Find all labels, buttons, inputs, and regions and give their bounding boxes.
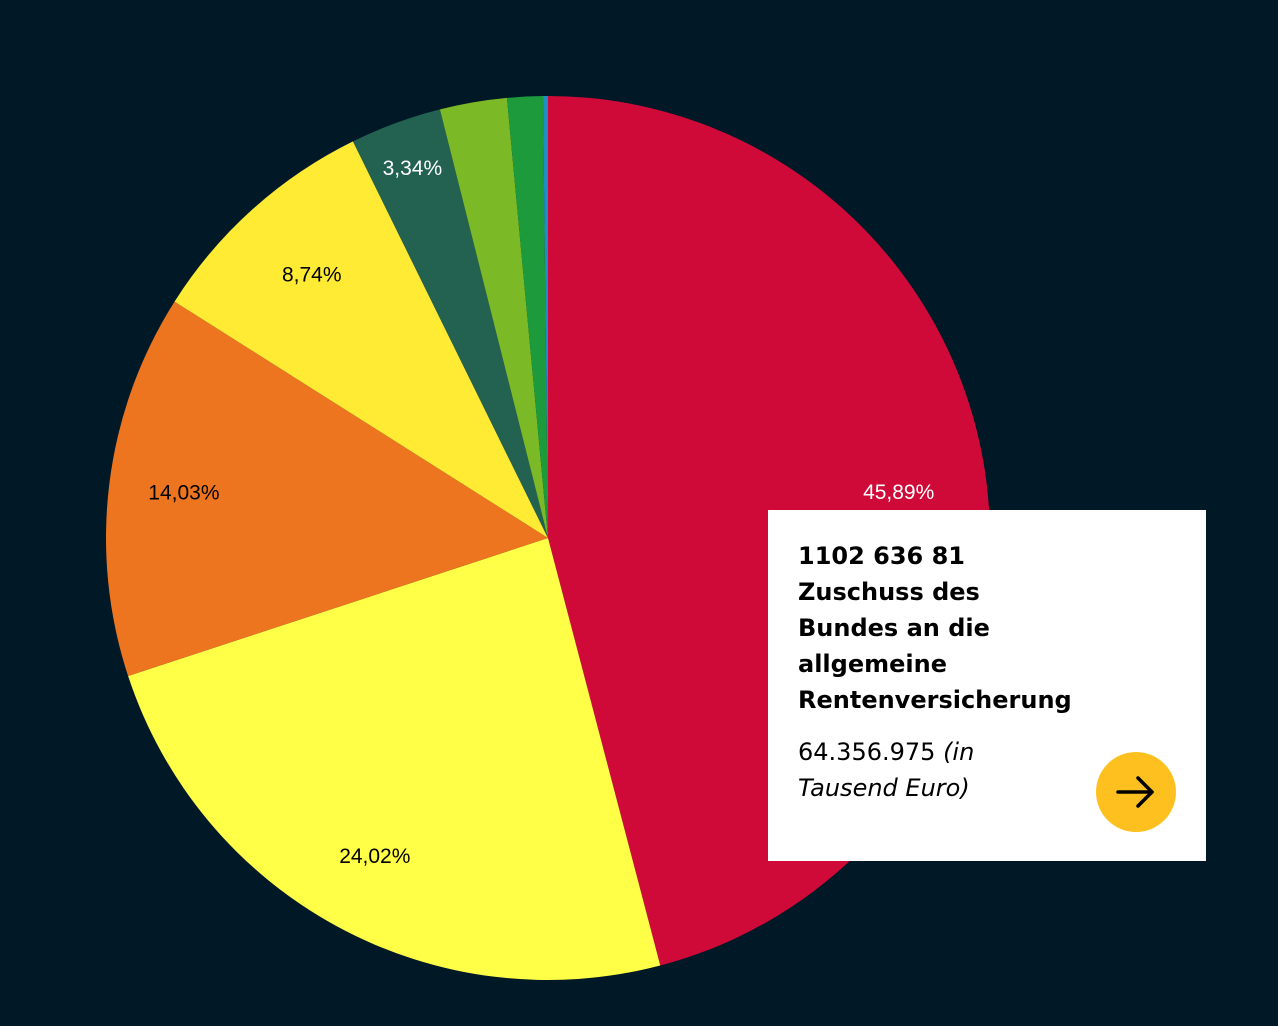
tooltip-title: 1102 636 81 Zuschuss des Bundes an die a… (798, 538, 1168, 718)
slice-label: 8,74% (282, 263, 342, 286)
pie-slice[interactable] (506, 96, 548, 539)
pie-slice[interactable] (106, 301, 548, 677)
slice-label: 45,89% (863, 481, 934, 504)
tooltip-title-line: Zuschuss des (798, 578, 980, 606)
tooltip-title-line: Bundes an die (798, 614, 990, 642)
pie-slice[interactable] (352, 109, 548, 538)
pie-slice[interactable] (439, 97, 548, 539)
details-arrow-button[interactable] (1096, 752, 1176, 832)
tooltip-title-line: allgemeine (798, 650, 947, 678)
arrow-right-icon (1116, 776, 1154, 808)
tooltip-value-line: 64.356.975 (in Tausend Euro) (798, 734, 1068, 806)
tooltip-card: 1102 636 81 Zuschuss des Bundes an die a… (768, 510, 1206, 861)
slice-label: 3,34% (383, 157, 443, 180)
tooltip-unit: (in Tausend Euro) (798, 738, 975, 802)
pie-slice[interactable] (174, 141, 548, 539)
tooltip-title-line: Rentenversicherung (798, 686, 1072, 714)
pie-labels: 45,89% 24,02% 14,03% 8,74% 3,34% (148, 157, 934, 868)
tooltip-code: 1102 636 81 (798, 542, 966, 570)
tooltip-value: 64.356.975 (798, 738, 936, 766)
pie-slice[interactable] (542, 96, 548, 538)
pie-slices (106, 96, 991, 980)
slice-label: 24,02% (339, 845, 410, 868)
pie-slice[interactable] (128, 538, 661, 980)
slice-label: 14,03% (148, 481, 219, 504)
